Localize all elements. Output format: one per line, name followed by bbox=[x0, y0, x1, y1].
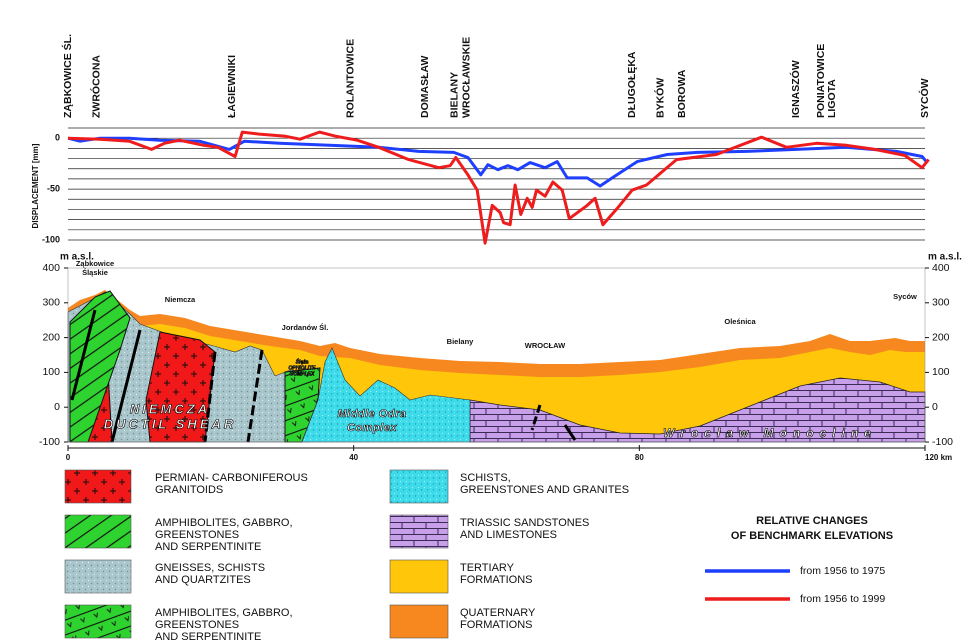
legend-label: GREENSTONES bbox=[155, 529, 239, 541]
y-tick-label: 400 bbox=[42, 262, 60, 274]
place-label: Ząbkowice bbox=[76, 259, 114, 268]
legend-label: GNEISSES, SCHISTS bbox=[155, 562, 265, 574]
station-label: PONIATOWICE bbox=[815, 44, 827, 118]
y-axis-label: DISPLACEMENT [mm] bbox=[31, 143, 40, 228]
y-tick-label: 300 bbox=[42, 297, 60, 309]
y-tick-label: 200 bbox=[932, 331, 950, 343]
legend-swatch bbox=[64, 559, 132, 594]
legend-title: OF BENCHMARK ELEVATIONS bbox=[731, 530, 893, 542]
unit-label: OPHIOLITE bbox=[289, 365, 317, 371]
legend-label: AND LIMESTONES bbox=[460, 529, 557, 541]
y-tick-label: 0 bbox=[932, 401, 938, 413]
unit-label: Wrocław Monocline bbox=[663, 426, 877, 440]
unit-label: DUCTIL SHEAR bbox=[104, 416, 237, 431]
station-label: BIELANY bbox=[449, 72, 461, 118]
legend-label: AND QUARTZITES bbox=[155, 574, 251, 586]
place-label: Jordanów Śl. bbox=[282, 323, 329, 332]
legend-label: from 1956 to 1999 bbox=[800, 593, 885, 605]
station-label: DOMASŁAW bbox=[419, 56, 431, 119]
fault-line bbox=[203, 351, 217, 443]
station-label: ŁAGIEWNIKI bbox=[226, 55, 238, 118]
station-label: BYKÓW bbox=[654, 78, 667, 118]
fault-lines bbox=[70, 309, 577, 443]
legend-label: FORMATIONS bbox=[460, 574, 533, 586]
legend-label: AMPHIBOLITES, GABBRO, bbox=[155, 517, 293, 529]
fault-line bbox=[246, 349, 264, 443]
place-label: Niemcza bbox=[165, 295, 196, 304]
y-tick-label: 300 bbox=[932, 297, 950, 309]
legend-swatch bbox=[389, 559, 449, 594]
y-tick-label: -50 bbox=[47, 183, 60, 193]
legend-label: PERMIAN- CARBONIFEROUS bbox=[155, 472, 308, 484]
fault-line bbox=[110, 329, 142, 443]
legend-label: GREENSTONES AND GRANITES bbox=[460, 484, 629, 496]
legend-swatch bbox=[389, 469, 449, 504]
cross-section bbox=[67, 267, 926, 443]
legend-label: TERTIARY bbox=[460, 562, 515, 574]
station-label: LIGOTA bbox=[826, 79, 838, 118]
x-tick-label: 40 bbox=[349, 453, 358, 462]
y-tick-label: 200 bbox=[42, 331, 60, 343]
y-tick-label: 100 bbox=[42, 366, 60, 378]
station-label: WROCŁAWSKIE bbox=[461, 37, 473, 118]
place-label: WROCŁAW bbox=[525, 341, 566, 350]
fault-line bbox=[530, 404, 542, 431]
unit-label: NIEMCZA bbox=[130, 401, 210, 416]
place-label: Syców bbox=[893, 292, 917, 301]
legend-label: GREENSTONES bbox=[155, 619, 239, 631]
station-label: ZĄBKOWICE ŚL. bbox=[61, 34, 74, 118]
station-label: SYCÓW bbox=[918, 78, 931, 118]
y-tick-label: 400 bbox=[932, 262, 950, 274]
x-tick-label: 0 bbox=[66, 453, 71, 462]
legend-swatch bbox=[64, 469, 132, 504]
data-line bbox=[67, 130, 930, 245]
legend-title: RELATIVE CHANGES bbox=[756, 515, 868, 527]
legend-label: AND SERPENTINITE bbox=[155, 541, 261, 553]
y-axis-label: m a.s.l. bbox=[60, 252, 94, 263]
unit-label: Middle Odra bbox=[337, 408, 406, 420]
legend-swatch bbox=[64, 514, 132, 549]
station-label: DŁUGOŁĘKA bbox=[626, 51, 638, 118]
x-tick-label: 120 km bbox=[925, 453, 952, 462]
legend-swatch bbox=[389, 514, 449, 549]
unit-label: Ślęża bbox=[296, 358, 309, 365]
y-axis-label: m a.s.l. bbox=[928, 252, 962, 263]
legend-label: from 1956 to 1975 bbox=[800, 565, 885, 577]
station-label: ROLANTOWICE bbox=[345, 39, 357, 118]
legend-label: SCHISTS, bbox=[460, 472, 511, 484]
section-frame bbox=[67, 267, 926, 443]
unit-label: COMPLEX bbox=[290, 371, 315, 377]
station-label: ZWRÓCONA bbox=[89, 55, 102, 118]
fault-line bbox=[70, 309, 97, 401]
fault-line bbox=[563, 424, 577, 441]
legend-label: TRIASSIC SANDSTONES bbox=[460, 517, 589, 529]
legend-label: QUATERNARY bbox=[460, 607, 536, 619]
x-tick-label: 80 bbox=[635, 453, 644, 462]
legend-swatch bbox=[389, 604, 449, 639]
quaternary-layer bbox=[68, 290, 925, 377]
legend-label: GRANITOIDS bbox=[155, 484, 223, 496]
station-label: BOROWA bbox=[676, 69, 688, 118]
y-tick-label: -100 bbox=[39, 436, 60, 448]
station-label: IGNASZÓW bbox=[789, 60, 802, 118]
legend-label: FORMATIONS bbox=[460, 619, 533, 631]
y-tick-label: 100 bbox=[932, 366, 950, 378]
y-tick-label: 0 bbox=[55, 133, 60, 143]
place-label: Śląskie bbox=[82, 268, 108, 277]
legend-label: AMPHIBOLITES, GABBRO, bbox=[155, 607, 293, 619]
legend-label: AND SERPENTINITE bbox=[155, 631, 261, 640]
place-label: Oleśnica bbox=[724, 317, 756, 326]
y-tick-label: 0 bbox=[54, 401, 60, 413]
unit-label: Complex bbox=[347, 422, 397, 434]
y-tick-label: -100 bbox=[932, 436, 953, 448]
y-tick-label: -100 bbox=[42, 234, 60, 244]
place-label: Bielany bbox=[447, 337, 475, 346]
legend-swatch bbox=[64, 604, 132, 639]
